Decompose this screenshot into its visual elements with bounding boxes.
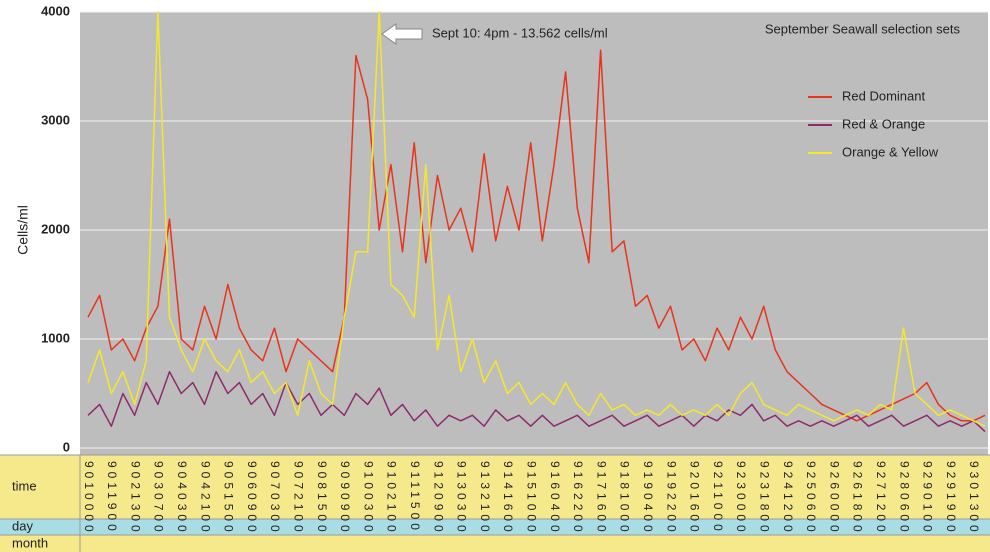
x-tick-label: 9250600 [804,461,818,536]
x-tick-label: 9162200 [571,461,585,536]
legend-label: Red Dominant [842,88,925,103]
x-tick-label: 9290100 [921,461,935,536]
legend-label: Orange & Yellow [842,144,939,159]
x-tick-label: 9260000 [827,461,841,536]
x-tick-label: 9231800 [757,461,771,536]
chart-title: September Seawall selection sets [765,21,961,36]
x-tick-label: 9040300 [175,461,189,536]
y-tick-label: 0 [63,439,70,454]
x-tick-label: 9181000 [618,461,632,536]
x-tick-label: 9301300 [967,461,981,536]
x-tick-label: 9190400 [641,461,655,536]
x-tick-label: 9171600 [594,461,608,536]
x-tick-label: 9100300 [361,461,375,536]
x-tick-label: 9120900 [431,461,445,536]
x-tick-label: 9021300 [128,461,142,536]
x-tick-label: 9160400 [548,461,562,536]
legend-label: Red & Orange [842,116,925,131]
y-axis-label: Cells/ml [15,205,31,255]
x-tick-label: 9042100 [198,461,212,536]
x-tick-label: 9030700 [152,461,166,536]
row-label: time [12,478,37,493]
x-tick-label: 9151000 [525,461,539,536]
x-tick-label: 9271200 [874,461,888,536]
x-tick-label: 9241200 [781,461,795,536]
series-line [87,370,986,433]
x-tick-label: 9011900 [105,461,119,535]
day-row [0,519,990,535]
x-tick-label: 9081500 [315,461,329,536]
x-tick-label: 9102100 [385,461,399,536]
time-row [0,455,990,519]
month-row [0,535,990,552]
y-tick-label: 3000 [41,112,70,127]
x-tick-label: 9192200 [664,461,678,536]
annotation-arrow [381,23,423,45]
x-tick-label: 9211000 [711,461,725,535]
x-tick-label: 9141600 [501,461,515,536]
row-label: month [12,535,48,550]
x-tick-label: 9132100 [478,461,492,536]
y-tick-label: 4000 [41,3,70,18]
y-tick-label: 2000 [41,221,70,236]
row-label: day [12,518,33,533]
plot-area [80,12,988,455]
annotation: Sept 10: 4pm - 13.562 cells/ml [432,25,608,40]
x-tick-label: 9010000 [82,461,96,536]
x-tick-label: 9291900 [944,461,958,536]
x-tick-label: 9130300 [455,461,469,536]
y-tick-label: 1000 [41,330,70,345]
series-line [87,49,986,422]
x-tick-label: 9230000 [734,461,748,536]
x-tick-label: 9261800 [851,461,865,536]
x-tick-label: 9090900 [338,461,352,536]
x-tick-label: 9051500 [222,461,236,536]
x-tick-label: 9201600 [688,461,702,536]
x-tick-label: 9111500 [408,461,422,534]
x-tick-label: 9072100 [292,461,306,536]
x-tick-label: 9280600 [897,461,911,536]
x-tick-label: 9070300 [268,461,282,536]
x-tick-label: 9060900 [245,461,259,536]
series-line [87,11,986,427]
